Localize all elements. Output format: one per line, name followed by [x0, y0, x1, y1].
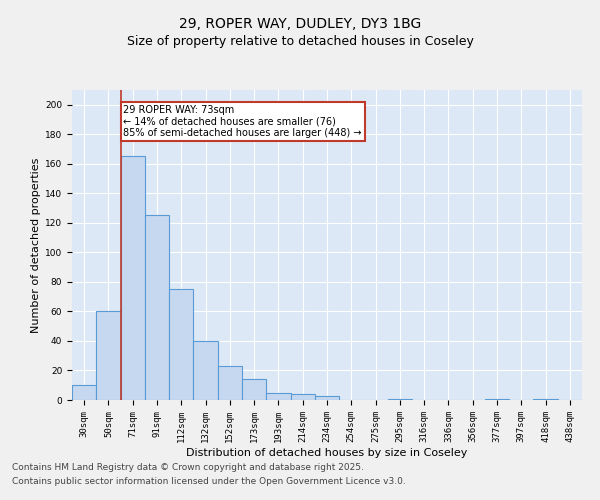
Bar [193, 341, 218, 400]
Text: Contains HM Land Registry data © Crown copyright and database right 2025.: Contains HM Land Registry data © Crown c… [12, 464, 364, 472]
Bar [533, 398, 558, 400]
Bar [218, 366, 242, 400]
Bar [169, 290, 193, 400]
Bar [388, 398, 412, 400]
Bar [96, 312, 121, 400]
Bar [485, 398, 509, 400]
X-axis label: Distribution of detached houses by size in Coseley: Distribution of detached houses by size … [187, 448, 467, 458]
Text: Size of property relative to detached houses in Coseley: Size of property relative to detached ho… [127, 35, 473, 48]
Bar [315, 396, 339, 400]
Bar [121, 156, 145, 400]
Text: Contains public sector information licensed under the Open Government Licence v3: Contains public sector information licen… [12, 477, 406, 486]
Text: 29, ROPER WAY, DUDLEY, DY3 1BG: 29, ROPER WAY, DUDLEY, DY3 1BG [179, 18, 421, 32]
Bar [145, 216, 169, 400]
Text: 29 ROPER WAY: 73sqm
← 14% of detached houses are smaller (76)
85% of semi-detach: 29 ROPER WAY: 73sqm ← 14% of detached ho… [124, 105, 362, 138]
Bar [242, 380, 266, 400]
Bar [290, 394, 315, 400]
Bar [266, 392, 290, 400]
Y-axis label: Number of detached properties: Number of detached properties [31, 158, 41, 332]
Bar [72, 385, 96, 400]
